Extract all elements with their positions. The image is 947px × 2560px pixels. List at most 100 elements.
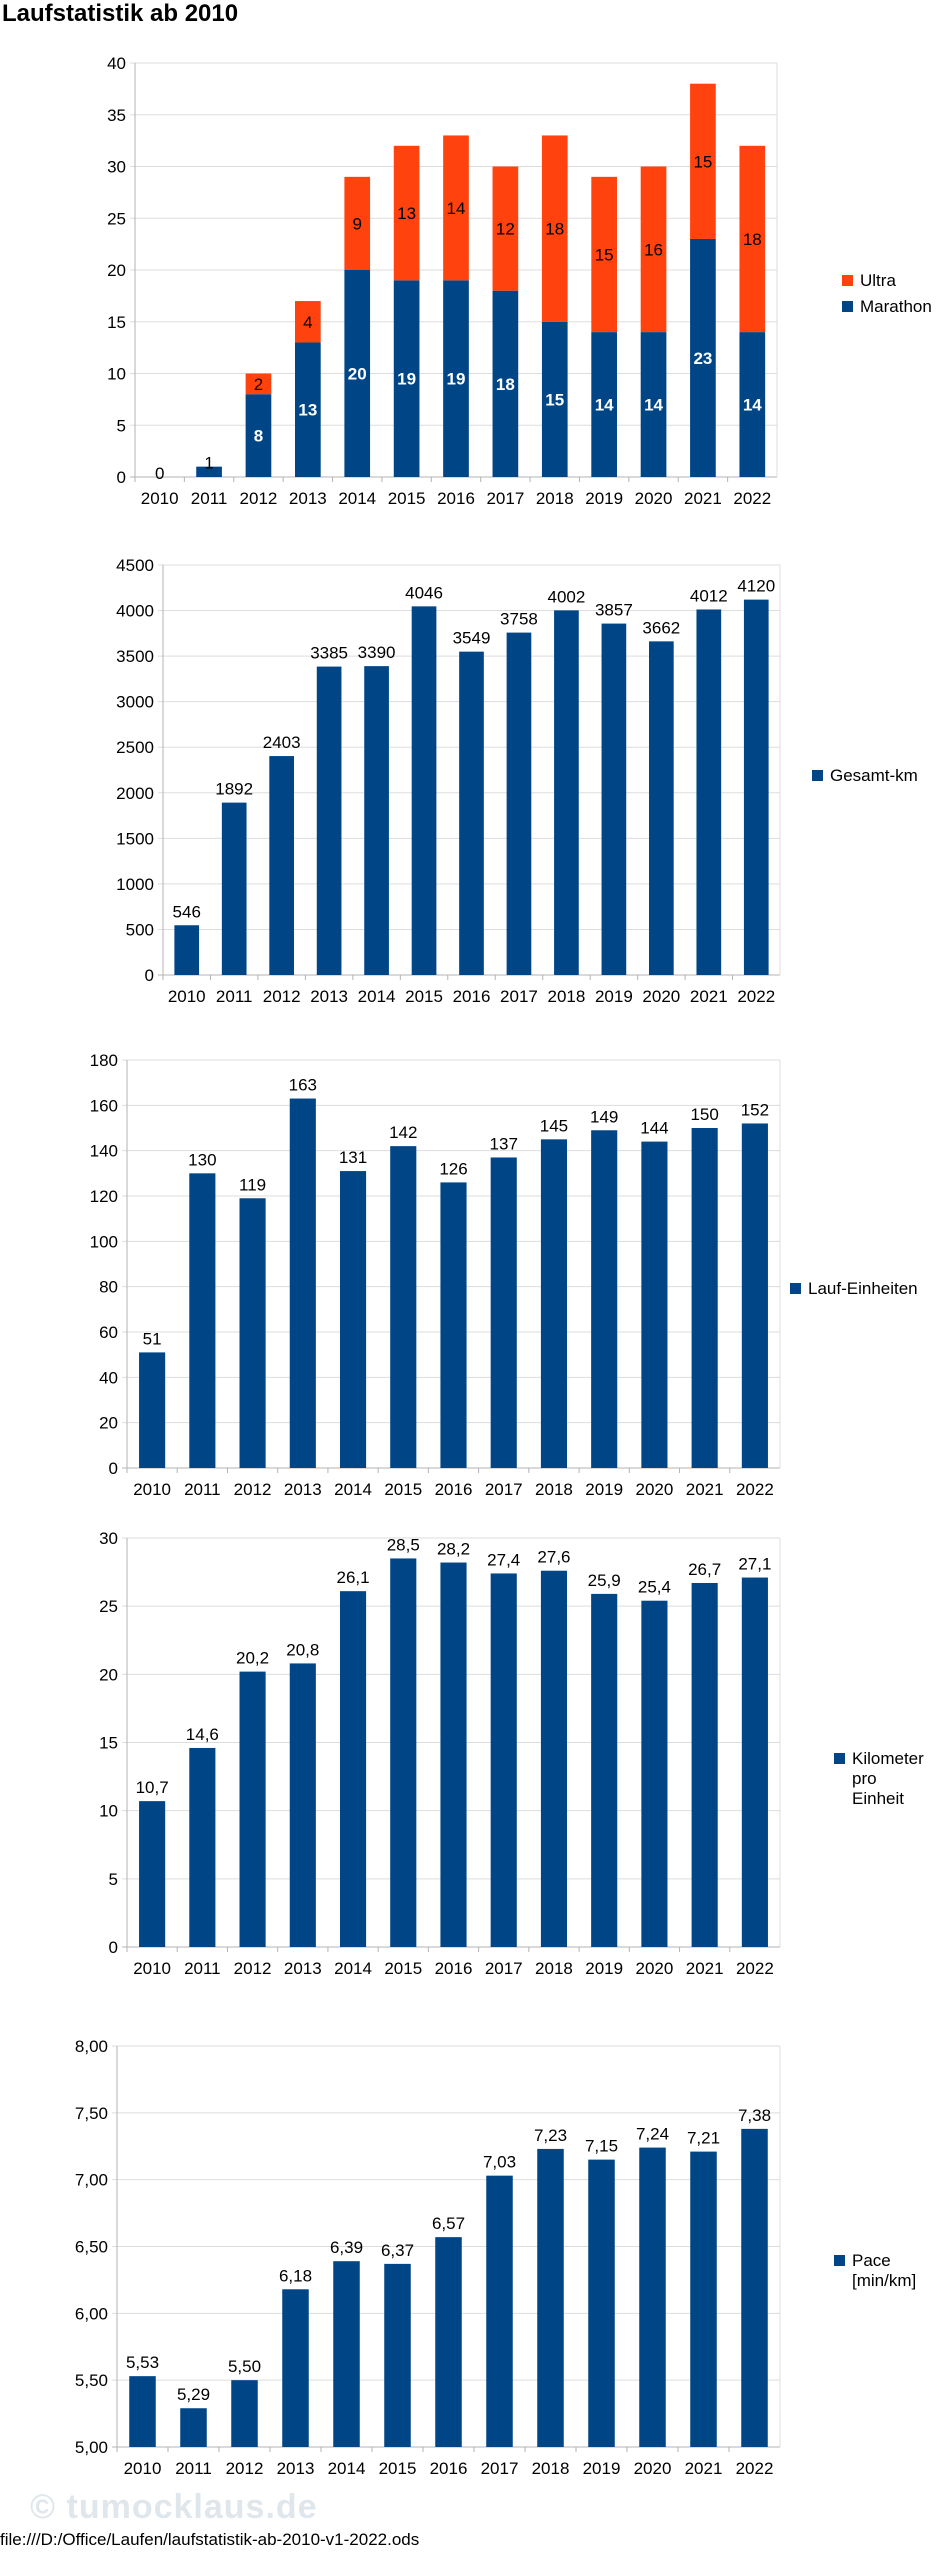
bar bbox=[390, 1558, 417, 1947]
data-label: 3662 bbox=[642, 618, 680, 637]
bar bbox=[741, 2128, 768, 2447]
legend-swatch bbox=[790, 1283, 801, 1294]
data-label: 7,24 bbox=[636, 2125, 669, 2144]
x-tick-label: 2011 bbox=[184, 1480, 221, 1499]
chart-marathon-ultra: 0510152025303540201002011120128220131342… bbox=[107, 54, 932, 508]
bar bbox=[333, 2261, 360, 2447]
x-tick-label: 2019 bbox=[585, 1959, 623, 1978]
bar bbox=[129, 2376, 156, 2447]
y-tick-label: 10 bbox=[99, 1802, 118, 1821]
x-tick-label: 2022 bbox=[733, 489, 771, 508]
bar bbox=[239, 1671, 266, 1947]
data-label: 6,39 bbox=[330, 2238, 363, 2257]
x-tick-label: 2018 bbox=[536, 489, 574, 508]
y-tick-label: 8,00 bbox=[75, 2037, 108, 2056]
x-tick-label: 2018 bbox=[532, 2459, 570, 2478]
chart-gesamt-km: 0 500 1000 1500 2000 2500 3000 3500 4000 4500 2010… bbox=[116, 556, 918, 1006]
x-tick-label: 2014 bbox=[334, 1480, 372, 1499]
data-label-marathon: 13 bbox=[298, 401, 317, 420]
bar bbox=[435, 2237, 462, 2447]
x-tick-label: 2018 bbox=[535, 1959, 573, 1978]
data-label: 27,6 bbox=[537, 1548, 570, 1567]
data-label-ultra: 12 bbox=[496, 220, 515, 239]
bar bbox=[486, 2175, 513, 2447]
data-label: 7,21 bbox=[687, 2129, 720, 2148]
y-tick-label: 6,00 bbox=[75, 2304, 108, 2323]
data-label-ultra: 9 bbox=[352, 214, 361, 233]
x-tick-label: 2016 bbox=[435, 1959, 473, 1978]
y-tick-label: 7,00 bbox=[75, 2171, 108, 2190]
bar bbox=[440, 1182, 467, 1468]
y-tick-label: 5,50 bbox=[75, 2371, 108, 2390]
y-tick-label: 0 bbox=[109, 1459, 118, 1478]
bar bbox=[221, 802, 247, 975]
bar-marathon bbox=[690, 238, 716, 477]
bar bbox=[180, 2408, 207, 2447]
bar bbox=[591, 1593, 618, 1947]
x-tick-label: 2011 bbox=[191, 489, 228, 508]
x-tick-label: 2019 bbox=[595, 987, 633, 1006]
bar-ultra bbox=[245, 373, 272, 395]
x-tick-label: 2016 bbox=[453, 987, 491, 1006]
x-tick-label: 2015 bbox=[405, 987, 443, 1006]
data-label: 5,53 bbox=[126, 2353, 159, 2372]
data-label: 3549 bbox=[453, 629, 491, 648]
data-label: 4012 bbox=[690, 586, 728, 605]
data-label: 4046 bbox=[405, 583, 443, 602]
bar bbox=[537, 2148, 564, 2447]
y-tick-label: 4500 bbox=[116, 556, 154, 575]
y-tick-label: 20 bbox=[107, 261, 126, 280]
bar-marathon bbox=[196, 466, 222, 477]
data-label: 26,1 bbox=[336, 1568, 369, 1587]
y-tick-label: 4000 bbox=[116, 602, 154, 621]
data-label: 152 bbox=[741, 1100, 769, 1119]
bar bbox=[390, 1146, 417, 1468]
data-label: 137 bbox=[490, 1134, 518, 1153]
data-label: 6,18 bbox=[279, 2266, 312, 2285]
data-label-ultra: 15 bbox=[693, 152, 712, 171]
legend-label: Kilometer pro Einheit bbox=[852, 1749, 924, 1808]
legend-label: Lauf-Einheiten bbox=[808, 1279, 918, 1298]
data-label: 25,9 bbox=[588, 1571, 621, 1590]
data-label: 3385 bbox=[310, 644, 348, 663]
y-tick-label: 7,50 bbox=[75, 2104, 108, 2123]
x-tick-label: 2017 bbox=[481, 2459, 519, 2478]
x-tick-label: 2012 bbox=[263, 987, 301, 1006]
y-tick-label: 25 bbox=[107, 209, 126, 228]
y-tick-label: 15 bbox=[107, 313, 126, 332]
bar bbox=[316, 666, 342, 975]
data-label-marathon: 0 bbox=[155, 464, 164, 483]
bar bbox=[506, 632, 532, 975]
x-tick-label: 2013 bbox=[284, 1959, 322, 1978]
bar bbox=[588, 2159, 615, 2447]
legend-swatch bbox=[812, 770, 823, 781]
bar-marathon bbox=[443, 280, 469, 477]
data-label-marathon: 14 bbox=[743, 396, 762, 415]
bar bbox=[189, 1747, 216, 1947]
data-label: 28,2 bbox=[437, 1540, 470, 1559]
x-tick-label: 2012 bbox=[234, 1959, 272, 1978]
y-tick-label: 2500 bbox=[116, 738, 154, 757]
bar-ultra bbox=[344, 176, 371, 270]
y-tick-label: 30 bbox=[107, 158, 126, 177]
y-tick-label: 3500 bbox=[116, 647, 154, 666]
data-label-ultra: 15 bbox=[595, 245, 614, 264]
page-title: Laufstatistik ab 2010 bbox=[2, 0, 239, 27]
y-tick-label: 5 bbox=[109, 1870, 118, 1889]
y-tick-label: 20 bbox=[99, 1665, 118, 1684]
x-tick-label: 2022 bbox=[736, 2459, 774, 2478]
bar-marathon bbox=[295, 342, 321, 477]
x-tick-label: 2021 bbox=[686, 1959, 724, 1978]
data-label: 27,1 bbox=[738, 1555, 771, 1574]
x-tick-label: 2010 bbox=[133, 1480, 171, 1499]
bar bbox=[490, 1573, 517, 1947]
x-tick-label: 2017 bbox=[500, 987, 538, 1006]
data-label-marathon: 20 bbox=[348, 365, 367, 384]
x-tick-label: 2016 bbox=[430, 2459, 468, 2478]
y-tick-label: 140 bbox=[90, 1142, 118, 1161]
bar bbox=[339, 1171, 367, 1468]
x-tick-label: 2019 bbox=[585, 1480, 623, 1499]
x-tick-label: 2013 bbox=[277, 2459, 315, 2478]
y-tick-label: 5 bbox=[117, 416, 126, 435]
x-tick-label: 2014 bbox=[334, 1959, 372, 1978]
